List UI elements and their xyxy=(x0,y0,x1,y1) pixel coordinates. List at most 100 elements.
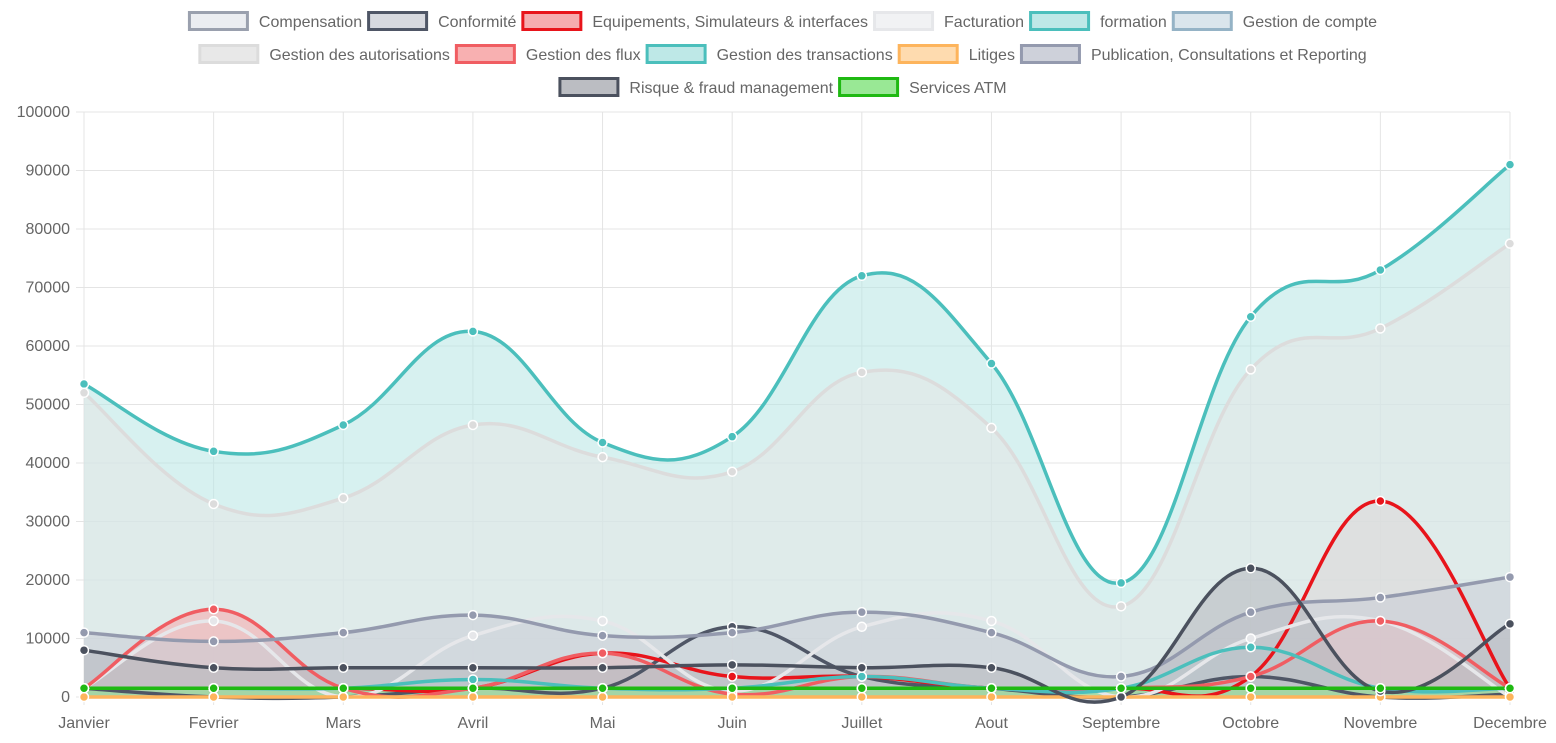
legend-item-facturation[interactable]: Facturation xyxy=(873,11,1025,32)
data-point-equipements-simulateurs-interfaces[interactable] xyxy=(1375,495,1386,507)
data-point-litiges[interactable] xyxy=(856,691,868,703)
legend-item-compensation[interactable]: Compensation xyxy=(187,11,362,32)
data-point-gestion-des-autorisations[interactable] xyxy=(1245,364,1256,375)
data-point-formation[interactable] xyxy=(1245,311,1256,322)
data-point-formation[interactable] xyxy=(1504,159,1516,170)
data-point-publication-consultations-et-reporting[interactable] xyxy=(78,627,90,638)
data-point-formation[interactable] xyxy=(1115,577,1127,589)
data-point-gestion-des-autorisations[interactable] xyxy=(597,451,608,463)
data-point-litiges[interactable] xyxy=(208,691,219,703)
data-point-risque-fraud-management[interactable] xyxy=(597,662,608,673)
data-point-publication-consultations-et-reporting[interactable] xyxy=(597,630,608,641)
data-point-risque-fraud-management[interactable] xyxy=(78,644,90,656)
data-point-facturation[interactable] xyxy=(208,615,219,627)
data-point-litiges[interactable] xyxy=(1504,691,1516,703)
data-point-gestion-des-autorisations[interactable] xyxy=(726,466,738,478)
data-point-publication-consultations-et-reporting[interactable] xyxy=(726,627,738,638)
data-point-litiges[interactable] xyxy=(78,691,90,703)
x-tick-label: Novembre xyxy=(1343,715,1417,732)
data-point-gestion-des-flux[interactable] xyxy=(597,647,608,659)
data-point-gestion-des-flux[interactable] xyxy=(208,604,219,615)
data-point-gestion-des-transactions[interactable] xyxy=(467,674,479,685)
data-point-gestion-des-autorisations[interactable] xyxy=(1504,238,1516,249)
data-point-formation[interactable] xyxy=(208,446,219,457)
data-point-publication-consultations-et-reporting[interactable] xyxy=(467,609,479,621)
legend-label: Gestion des autorisations xyxy=(269,47,450,64)
data-point-equipements-simulateurs-interfaces[interactable] xyxy=(726,671,738,682)
data-point-formation[interactable] xyxy=(597,437,608,448)
data-point-gestion-des-transactions[interactable] xyxy=(1245,642,1256,653)
data-point-gestion-des-autorisations[interactable] xyxy=(986,422,997,434)
data-point-gestion-des-autorisations[interactable] xyxy=(338,492,349,504)
data-point-services-atm[interactable] xyxy=(1504,682,1516,694)
legend-item-risque-fraud-management[interactable]: Risque & fraud management xyxy=(558,77,834,98)
data-point-services-atm[interactable] xyxy=(726,682,738,694)
data-point-facturation[interactable] xyxy=(597,615,608,627)
data-point-publication-consultations-et-reporting[interactable] xyxy=(1504,571,1516,583)
data-point-services-atm[interactable] xyxy=(467,682,479,694)
data-point-gestion-des-flux[interactable] xyxy=(1245,671,1256,682)
data-point-services-atm[interactable] xyxy=(78,682,90,694)
data-point-risque-fraud-management[interactable] xyxy=(338,662,349,673)
data-point-facturation[interactable] xyxy=(467,630,479,641)
data-point-services-atm[interactable] xyxy=(856,682,868,694)
data-point-publication-consultations-et-reporting[interactable] xyxy=(338,627,349,638)
data-point-gestion-des-autorisations[interactable] xyxy=(856,367,868,378)
data-point-risque-fraud-management[interactable] xyxy=(1504,618,1516,630)
data-point-publication-consultations-et-reporting[interactable] xyxy=(1375,592,1386,603)
data-point-formation[interactable] xyxy=(856,270,868,282)
data-point-gestion-des-transactions[interactable] xyxy=(856,671,868,682)
data-point-services-atm[interactable] xyxy=(597,682,608,694)
data-point-publication-consultations-et-reporting[interactable] xyxy=(1245,606,1256,618)
legend-item-gestion-des-autorisations[interactable]: Gestion des autorisations xyxy=(198,44,450,65)
legend-item-publication-consultations-et-reporting[interactable]: Publication, Consultations et Reporting xyxy=(1019,44,1367,65)
data-point-litiges[interactable] xyxy=(597,691,608,703)
legend-item-litiges[interactable]: Litiges xyxy=(897,44,1015,65)
data-point-risque-fraud-management[interactable] xyxy=(726,659,738,671)
data-point-formation[interactable] xyxy=(1375,264,1386,276)
data-point-litiges[interactable] xyxy=(1245,691,1256,703)
legend-item-services-atm[interactable]: Services ATM xyxy=(838,77,1007,98)
data-point-services-atm[interactable] xyxy=(1245,682,1256,694)
data-point-facturation[interactable] xyxy=(1245,633,1256,644)
data-point-formation[interactable] xyxy=(467,326,479,337)
data-point-formation[interactable] xyxy=(78,378,90,390)
data-point-publication-consultations-et-reporting[interactable] xyxy=(856,606,868,618)
data-point-services-atm[interactable] xyxy=(338,682,349,694)
data-point-litiges[interactable] xyxy=(726,691,738,703)
legend-item-gestion-de-compte[interactable]: Gestion de compte xyxy=(1171,11,1377,32)
data-point-risque-fraud-management[interactable] xyxy=(856,662,868,673)
data-point-services-atm[interactable] xyxy=(1115,682,1127,694)
data-point-gestion-des-flux[interactable] xyxy=(1375,615,1386,627)
legend-item-gestion-des-flux[interactable]: Gestion des flux xyxy=(454,44,641,65)
data-point-formation[interactable] xyxy=(338,419,349,431)
data-point-facturation[interactable] xyxy=(856,621,868,633)
data-point-publication-consultations-et-reporting[interactable] xyxy=(986,627,997,638)
legend-item-equipements-simulateurs-interfaces[interactable]: Equipements, Simulateurs & interfaces xyxy=(521,11,868,32)
data-point-gestion-des-autorisations[interactable] xyxy=(1115,601,1127,612)
data-point-gestion-des-autorisations[interactable] xyxy=(78,387,90,399)
data-point-formation[interactable] xyxy=(726,431,738,442)
data-point-litiges[interactable] xyxy=(986,691,997,703)
data-point-litiges[interactable] xyxy=(467,691,479,703)
data-point-publication-consultations-et-reporting[interactable] xyxy=(208,636,219,647)
data-point-risque-fraud-management[interactable] xyxy=(208,662,219,673)
data-point-services-atm[interactable] xyxy=(1375,682,1386,694)
data-point-risque-fraud-management[interactable] xyxy=(986,662,997,673)
data-point-risque-fraud-management[interactable] xyxy=(1115,691,1127,703)
data-point-services-atm[interactable] xyxy=(208,682,219,694)
legend-item-conformite[interactable]: Conformité xyxy=(367,11,517,32)
data-point-gestion-des-autorisations[interactable] xyxy=(208,498,219,510)
legend-item-formation[interactable]: formation xyxy=(1029,11,1167,32)
data-point-facturation[interactable] xyxy=(986,615,997,627)
data-point-risque-fraud-management[interactable] xyxy=(467,662,479,673)
data-point-services-atm[interactable] xyxy=(986,682,997,694)
data-point-gestion-des-autorisations[interactable] xyxy=(467,419,479,431)
data-point-risque-fraud-management[interactable] xyxy=(1245,563,1256,574)
data-point-formation[interactable] xyxy=(986,358,997,369)
data-point-publication-consultations-et-reporting[interactable] xyxy=(1115,671,1127,682)
legend-item-gestion-des-transactions[interactable]: Gestion des transactions xyxy=(645,44,893,65)
data-point-litiges[interactable] xyxy=(338,691,349,703)
data-point-gestion-des-autorisations[interactable] xyxy=(1375,323,1386,334)
